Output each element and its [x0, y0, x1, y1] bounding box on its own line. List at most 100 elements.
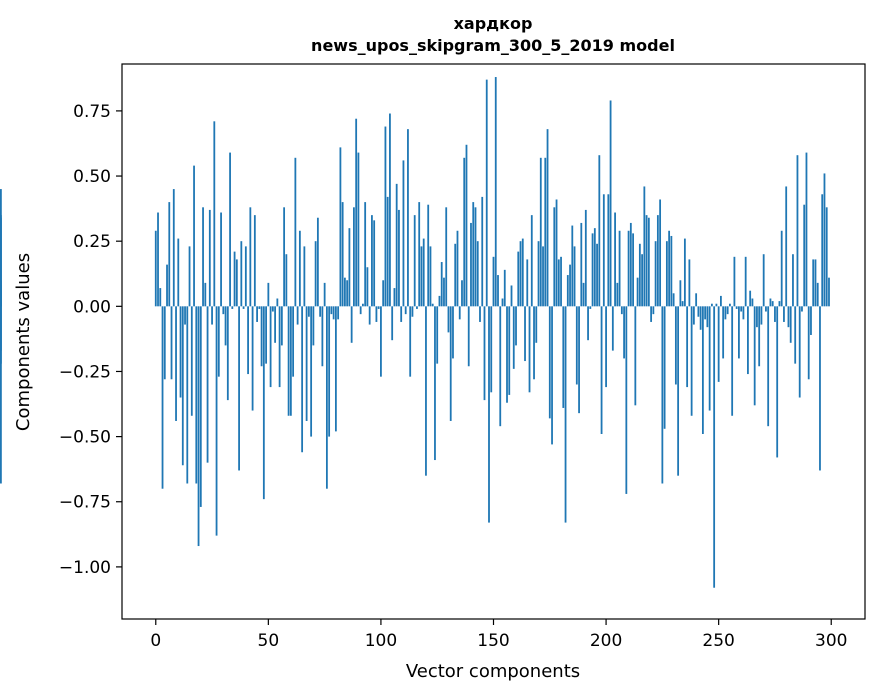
bar — [454, 243, 457, 307]
bar — [699, 306, 702, 330]
bar — [366, 267, 369, 307]
bar — [535, 306, 538, 343]
bar — [749, 290, 752, 307]
bar — [479, 306, 481, 322]
x-axis-label: Vector components — [406, 661, 580, 682]
y-tick-label: −0.75 — [59, 493, 111, 513]
bar — [512, 306, 515, 369]
bar — [197, 306, 200, 547]
bar — [380, 306, 382, 377]
bar — [247, 306, 249, 375]
bar — [810, 306, 812, 335]
y-tick-label: −1.00 — [59, 558, 111, 578]
bar — [337, 306, 340, 320]
bar — [240, 241, 243, 307]
bar — [548, 306, 551, 419]
bar — [431, 303, 434, 307]
bar — [740, 306, 743, 312]
bar — [747, 306, 749, 375]
bar — [526, 259, 529, 307]
bar — [470, 222, 472, 307]
bar — [231, 306, 234, 309]
bar — [625, 306, 628, 494]
bar — [449, 306, 452, 421]
bar — [611, 306, 614, 351]
bar — [798, 306, 801, 398]
bar — [181, 306, 184, 466]
bar — [190, 306, 193, 416]
y-tick-label: 0.50 — [73, 167, 111, 187]
bar — [731, 306, 734, 416]
bar — [346, 280, 349, 307]
bar — [278, 306, 281, 388]
bar — [738, 306, 740, 359]
bar — [215, 306, 218, 536]
bar — [472, 202, 475, 307]
bar — [819, 306, 821, 471]
y-tick-label: 0.25 — [73, 232, 111, 252]
bar — [701, 306, 704, 434]
bar — [269, 306, 272, 388]
chart-title-line1: хардкор — [454, 14, 533, 33]
bar — [659, 199, 662, 307]
bar — [409, 306, 412, 377]
bar — [357, 152, 360, 307]
bar — [663, 306, 666, 429]
bar — [208, 209, 211, 307]
bar — [632, 233, 634, 307]
bar — [463, 157, 466, 307]
bar — [488, 306, 490, 523]
bar — [350, 306, 353, 343]
bar — [413, 215, 416, 307]
bar — [280, 306, 283, 346]
bar — [276, 298, 279, 307]
bar — [623, 306, 625, 359]
bar — [316, 217, 319, 307]
x-tick-label: 50 — [258, 631, 280, 651]
chart-title-line2: news_upos_skipgram_300_5_2019 model — [311, 36, 675, 55]
bar — [796, 155, 799, 307]
bar — [519, 241, 522, 307]
bar — [296, 306, 299, 325]
bar — [238, 306, 240, 471]
bar — [508, 306, 511, 395]
bar — [645, 215, 648, 307]
bar — [222, 306, 225, 315]
bar — [729, 303, 731, 307]
bar — [724, 306, 727, 320]
y-axis-ticks: −1.00 −0.75 −0.50 −0.25 0.00 0.25 0.50 0.75 — [59, 102, 122, 578]
bar — [244, 246, 247, 307]
bar — [744, 256, 747, 307]
bar — [510, 285, 513, 307]
bar — [560, 256, 562, 307]
x-tick-label: 150 — [477, 631, 509, 651]
bar — [163, 306, 166, 380]
bar — [589, 306, 592, 309]
bar — [634, 306, 637, 406]
bar — [605, 306, 607, 388]
bar — [828, 277, 830, 307]
bar — [823, 173, 826, 307]
bar — [422, 238, 425, 307]
bar — [794, 306, 797, 364]
bar — [425, 306, 427, 476]
bar — [416, 306, 418, 309]
bar — [285, 254, 288, 307]
bar — [713, 306, 716, 588]
bar — [289, 306, 292, 416]
bar — [220, 212, 222, 307]
bar — [321, 306, 324, 367]
bar — [618, 230, 621, 307]
bar — [402, 160, 405, 307]
bar — [170, 306, 173, 380]
bar — [359, 306, 362, 315]
bar — [260, 306, 263, 367]
bar — [355, 118, 358, 307]
bar — [584, 209, 587, 307]
bar — [319, 306, 322, 317]
bar — [542, 246, 544, 307]
bar — [562, 306, 565, 408]
bar — [789, 306, 792, 343]
bar — [681, 301, 684, 307]
bar — [386, 196, 389, 307]
